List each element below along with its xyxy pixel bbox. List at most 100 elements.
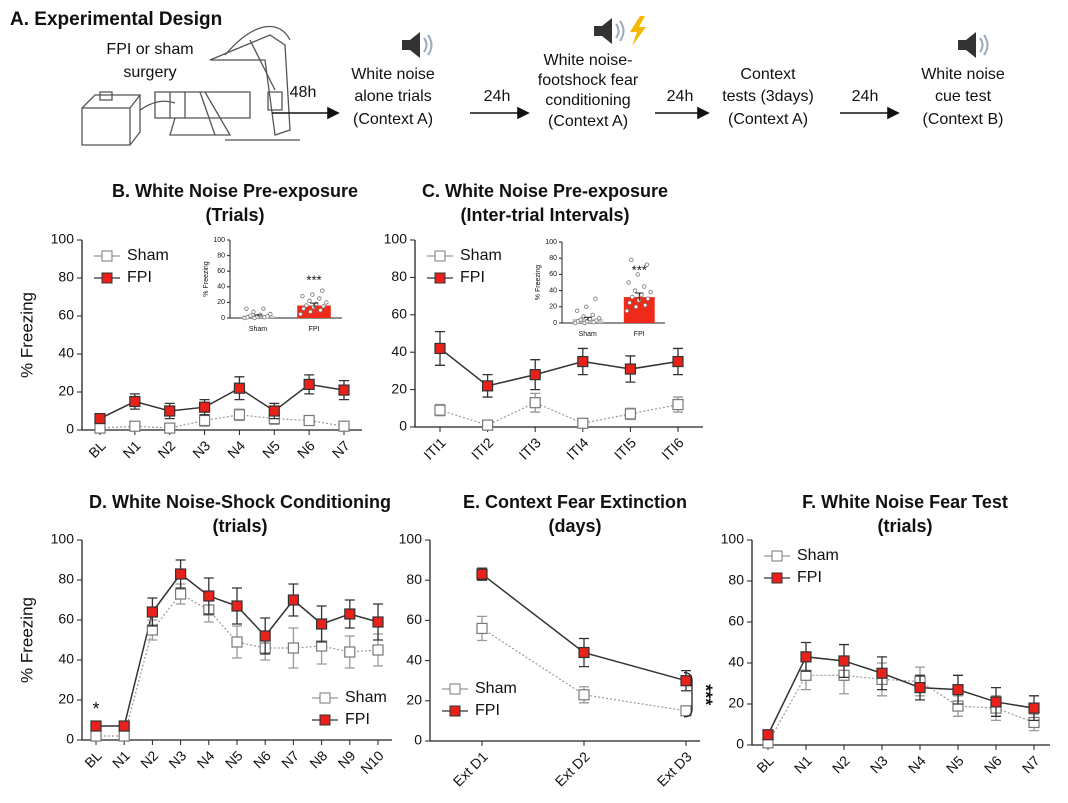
inset-y-tick-label: 60 — [217, 268, 225, 275]
x-tick-label: N2 — [154, 437, 178, 461]
chart-title: F. White Noise Fear Test — [802, 492, 1008, 512]
marker — [577, 355, 589, 368]
legend-marker — [449, 705, 461, 717]
inset-error-bar — [635, 292, 644, 302]
y-tick-label: 100 — [721, 531, 745, 547]
x-tick-label: N1 — [109, 747, 133, 771]
marker — [233, 382, 246, 394]
y-tick-label: 20 — [728, 695, 744, 711]
x-tick-label: ITI2 — [468, 434, 497, 463]
inset-point — [321, 304, 326, 309]
x-tick-label: N4 — [224, 437, 248, 461]
step-text: cue test — [935, 88, 992, 105]
inset-error-bar — [310, 302, 318, 308]
y-tick-label: 40 — [391, 343, 407, 359]
x-tick-label: ITI5 — [611, 434, 640, 463]
x-tick-label: N5 — [259, 437, 283, 461]
y-tick-label: 80 — [728, 572, 744, 588]
marker — [624, 363, 637, 375]
marker — [434, 404, 446, 416]
series-line — [99, 383, 345, 420]
legend-label: FPI — [127, 269, 152, 286]
inset-y-tick-label: 0 — [553, 320, 557, 327]
inset-point — [584, 304, 589, 309]
x-tick-label: ITI4 — [563, 434, 592, 463]
marker — [175, 568, 187, 580]
series-line — [767, 656, 1035, 736]
marker — [231, 600, 243, 612]
marker — [164, 405, 176, 417]
x-tick-label: N1 — [791, 752, 815, 776]
y-tick-label: 80 — [58, 571, 74, 587]
y-tick-label: 100 — [51, 231, 75, 247]
inset-point — [648, 290, 653, 295]
interval-label: 24h — [484, 88, 511, 105]
marker — [344, 608, 356, 620]
y-tick-label: 40 — [728, 654, 744, 670]
marker — [672, 398, 684, 411]
marker — [680, 675, 692, 687]
y-tick-label: 100 — [51, 531, 75, 547]
marker — [577, 417, 589, 429]
marker — [914, 681, 926, 694]
marker — [118, 730, 130, 742]
marker — [338, 384, 350, 396]
inset-y-label: % Freezing — [535, 265, 542, 301]
marker — [118, 720, 130, 732]
inset-point — [633, 304, 639, 309]
inset-point — [318, 308, 323, 313]
x-tick-label: N7 — [1019, 752, 1043, 776]
inset-y-tick-label: 100 — [545, 239, 557, 246]
legend-marker — [434, 272, 446, 284]
legend-marker — [434, 250, 446, 262]
inset-annotation: *** — [632, 262, 647, 277]
x-tick-label: BL — [81, 747, 105, 771]
inset-point — [645, 296, 651, 301]
inset-y-tick-label: 40 — [549, 287, 557, 294]
inset-point — [301, 306, 306, 311]
chart-title: B. White Noise Pre-exposure — [112, 181, 358, 201]
marker — [680, 705, 692, 717]
y-tick-label: 40 — [58, 345, 74, 361]
x-tick-label: N3 — [189, 437, 213, 461]
marker — [338, 420, 350, 432]
apparatus-sketch — [81, 25, 300, 146]
step-text: White noise — [921, 66, 1005, 83]
marker — [316, 618, 328, 630]
legend-marker — [319, 714, 331, 726]
y-tick-label: 60 — [406, 611, 422, 627]
inset-point — [308, 309, 313, 314]
inset-point — [641, 284, 647, 289]
inset-annotation: *** — [306, 273, 321, 288]
x-tick-label: N3 — [867, 752, 891, 776]
legend-marker — [771, 572, 783, 584]
marker — [482, 419, 494, 431]
marker — [198, 401, 211, 413]
inset-point — [317, 296, 322, 301]
step-text: (Context A) — [548, 113, 628, 130]
marker — [624, 408, 637, 420]
step-text: FPI or sham — [106, 41, 193, 58]
legend-label: FPI — [345, 711, 370, 728]
chart-title: (Inter-trial Intervals) — [460, 205, 629, 225]
inset-y-label: % Freezing — [203, 261, 210, 297]
inset-point — [574, 308, 580, 314]
legend-marker — [319, 692, 331, 704]
x-tick-label: Ext D2 — [552, 748, 593, 789]
marker — [129, 420, 141, 432]
chart-title: (days) — [548, 516, 601, 536]
inset-point — [251, 309, 256, 314]
x-tick-label: N6 — [250, 747, 274, 771]
step-text: White noise- — [544, 52, 633, 69]
legend-label: Sham — [797, 547, 839, 564]
marker — [990, 696, 1002, 708]
x-tick-label: ITI6 — [658, 434, 687, 463]
inset-point — [630, 294, 635, 300]
x-tick-label: N3 — [165, 747, 189, 771]
y-tick-label: 80 — [58, 269, 74, 285]
step-text: (Context B) — [923, 111, 1004, 128]
marker — [372, 644, 384, 656]
y-tick-label: 60 — [728, 613, 744, 629]
series-line — [99, 414, 345, 429]
inset-point — [324, 300, 329, 305]
